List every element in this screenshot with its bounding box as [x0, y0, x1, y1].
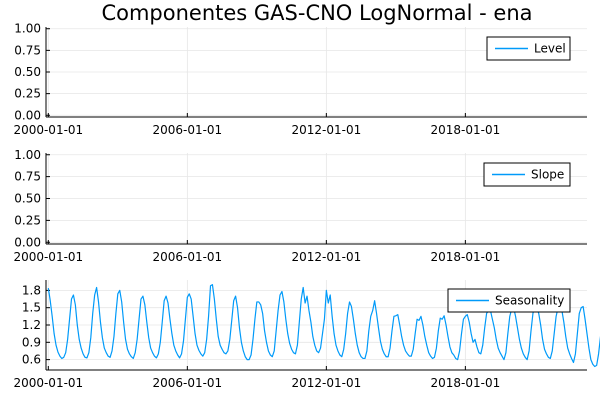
panel-3: 0.6 0.9 1.2 1.5 1.8 2000-01-01 2006-01-01 2012-…: [13, 280, 600, 390]
panel-2-legend-label: Slope: [531, 168, 564, 182]
panel-1-x-tick-label: 2000-01-01: [13, 123, 83, 137]
panel-1-x-tick-label: 2006-01-01: [152, 123, 222, 137]
panel-2: 0.00 0.25 0.50 0.75 1.00 2000-01-01 2006-01-01…: [13, 148, 587, 264]
panel-2-legend: Slope: [483, 162, 571, 187]
panel-3-series-line: [47, 284, 600, 368]
panel-2-x-tick-label: 2006-01-01: [152, 250, 222, 264]
chart-title: Componentes GAS-CNO LogNormal - ena: [101, 1, 532, 25]
panel-2-y-tick-label: 1.00: [14, 148, 41, 162]
panel-1-y-tick-label: 0.25: [14, 87, 41, 101]
panel-1-y-tick-label: 0.00: [14, 108, 41, 122]
panel-3-legend-box: [447, 288, 571, 313]
panel-2-y-tick-label: 0.50: [14, 192, 41, 206]
panel-3-y-tick-label: 1.2: [22, 318, 41, 332]
panel-1-legend-box: [486, 36, 571, 61]
panel-1-y-tick-label: 0.50: [14, 65, 41, 79]
panel-3-x-tick-label: 2012-01-01: [291, 376, 361, 390]
panel-1-y-tick-label: 1.00: [14, 22, 41, 36]
panel-3-y-tick-label: 1.8: [22, 283, 41, 297]
panel-2-y-tick-label: 0.75: [14, 170, 41, 184]
panel-1-x-tick-label: 2012-01-01: [291, 123, 361, 137]
panel-2-y-tick-label: 0.00: [14, 235, 41, 249]
panel-2-legend-box: [483, 162, 571, 187]
panel-3-x-tick-label: 2000-01-01: [13, 376, 83, 390]
panel-2-x-tick-label: 2000-01-01: [13, 250, 83, 264]
panel-2-y-tick-label: 0.25: [14, 213, 41, 227]
panel-3-legend: Seasonality: [447, 288, 571, 313]
panel-2-x-tick-label: 2018-01-01: [430, 250, 500, 264]
panel-3-x-tick-label: 2006-01-01: [152, 376, 222, 390]
panel-3-y-tick-label: 1.5: [22, 301, 41, 315]
panel-1: 0.00 0.25 0.50 0.75 1.00 2000-01-01 2006-01-01…: [13, 22, 587, 137]
panel-1-y-tick-label: 0.75: [14, 43, 41, 57]
panel-3-y-tick-label: 0.6: [22, 353, 41, 367]
panel-1-x-tick-label: 2018-01-01: [430, 123, 500, 137]
panel-1-legend-label: Level: [534, 42, 566, 56]
panel-3-y-tick-label: 0.9: [22, 335, 41, 349]
panel-3-legend-label: Seasonality: [495, 294, 564, 308]
panel-2-x-tick-label: 2012-01-01: [291, 250, 361, 264]
panel-1-legend: Level: [486, 36, 571, 61]
panel-3-x-tick-label: 2018-01-01: [430, 376, 500, 390]
